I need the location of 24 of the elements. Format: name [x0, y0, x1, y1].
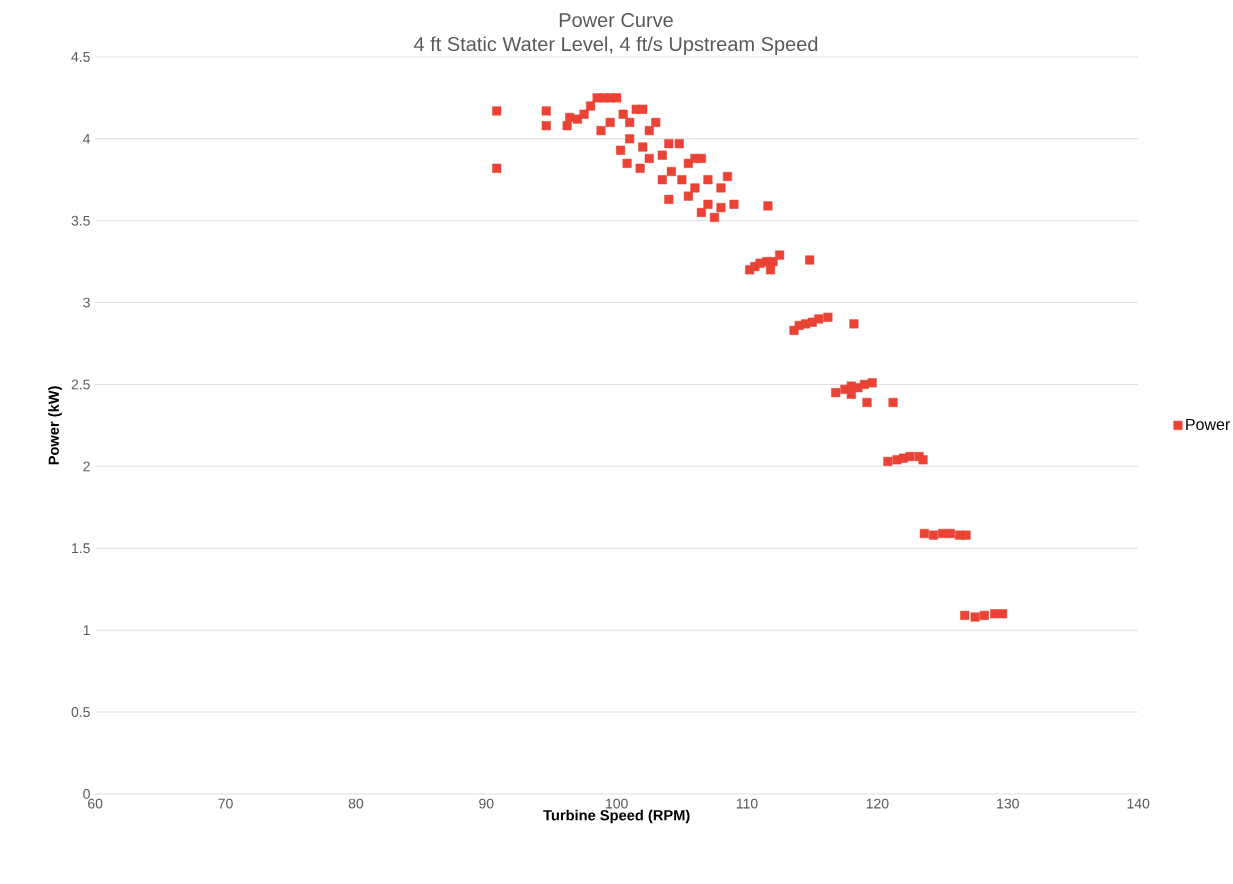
- x-tick-label: 100: [606, 798, 628, 809]
- chart-title: Power Curve: [559, 12, 673, 28]
- x-tick-label: 90: [479, 798, 494, 809]
- y-tick-label: 4.5: [71, 52, 90, 62]
- y-tick-label: 1.5: [72, 543, 90, 554]
- y-tick-label: 4: [82, 133, 91, 144]
- legend-label: Power: [1186, 418, 1230, 431]
- x-tick-label: 70: [218, 798, 233, 809]
- y-tick-label: 2: [83, 461, 90, 472]
- y-tick-label: 0.5: [71, 707, 90, 717]
- x-tick-label: 60: [88, 798, 103, 809]
- x-tick-label: 140: [1127, 798, 1150, 809]
- y-tick-label: 3: [83, 297, 90, 308]
- y-tick-label: 2.5: [71, 379, 90, 390]
- chart-subtitle: 4 ft Static Water Level, 4 ft/s Upstream Speed: [413, 36, 818, 56]
- x-tick-label: 110: [736, 798, 758, 809]
- y-tick-label: 0: [83, 788, 90, 799]
- y-axis-title: Power (kW): [48, 386, 62, 465]
- x-tick-label: 80: [348, 798, 364, 809]
- x-axis-title: Turbine Speed (RPM): [543, 809, 690, 824]
- x-tick-label: 130: [997, 798, 1019, 809]
- y-tick-label: 3.5: [71, 215, 90, 226]
- x-tick-label: 120: [866, 798, 889, 809]
- y-tick-label: 1: [83, 625, 90, 635]
